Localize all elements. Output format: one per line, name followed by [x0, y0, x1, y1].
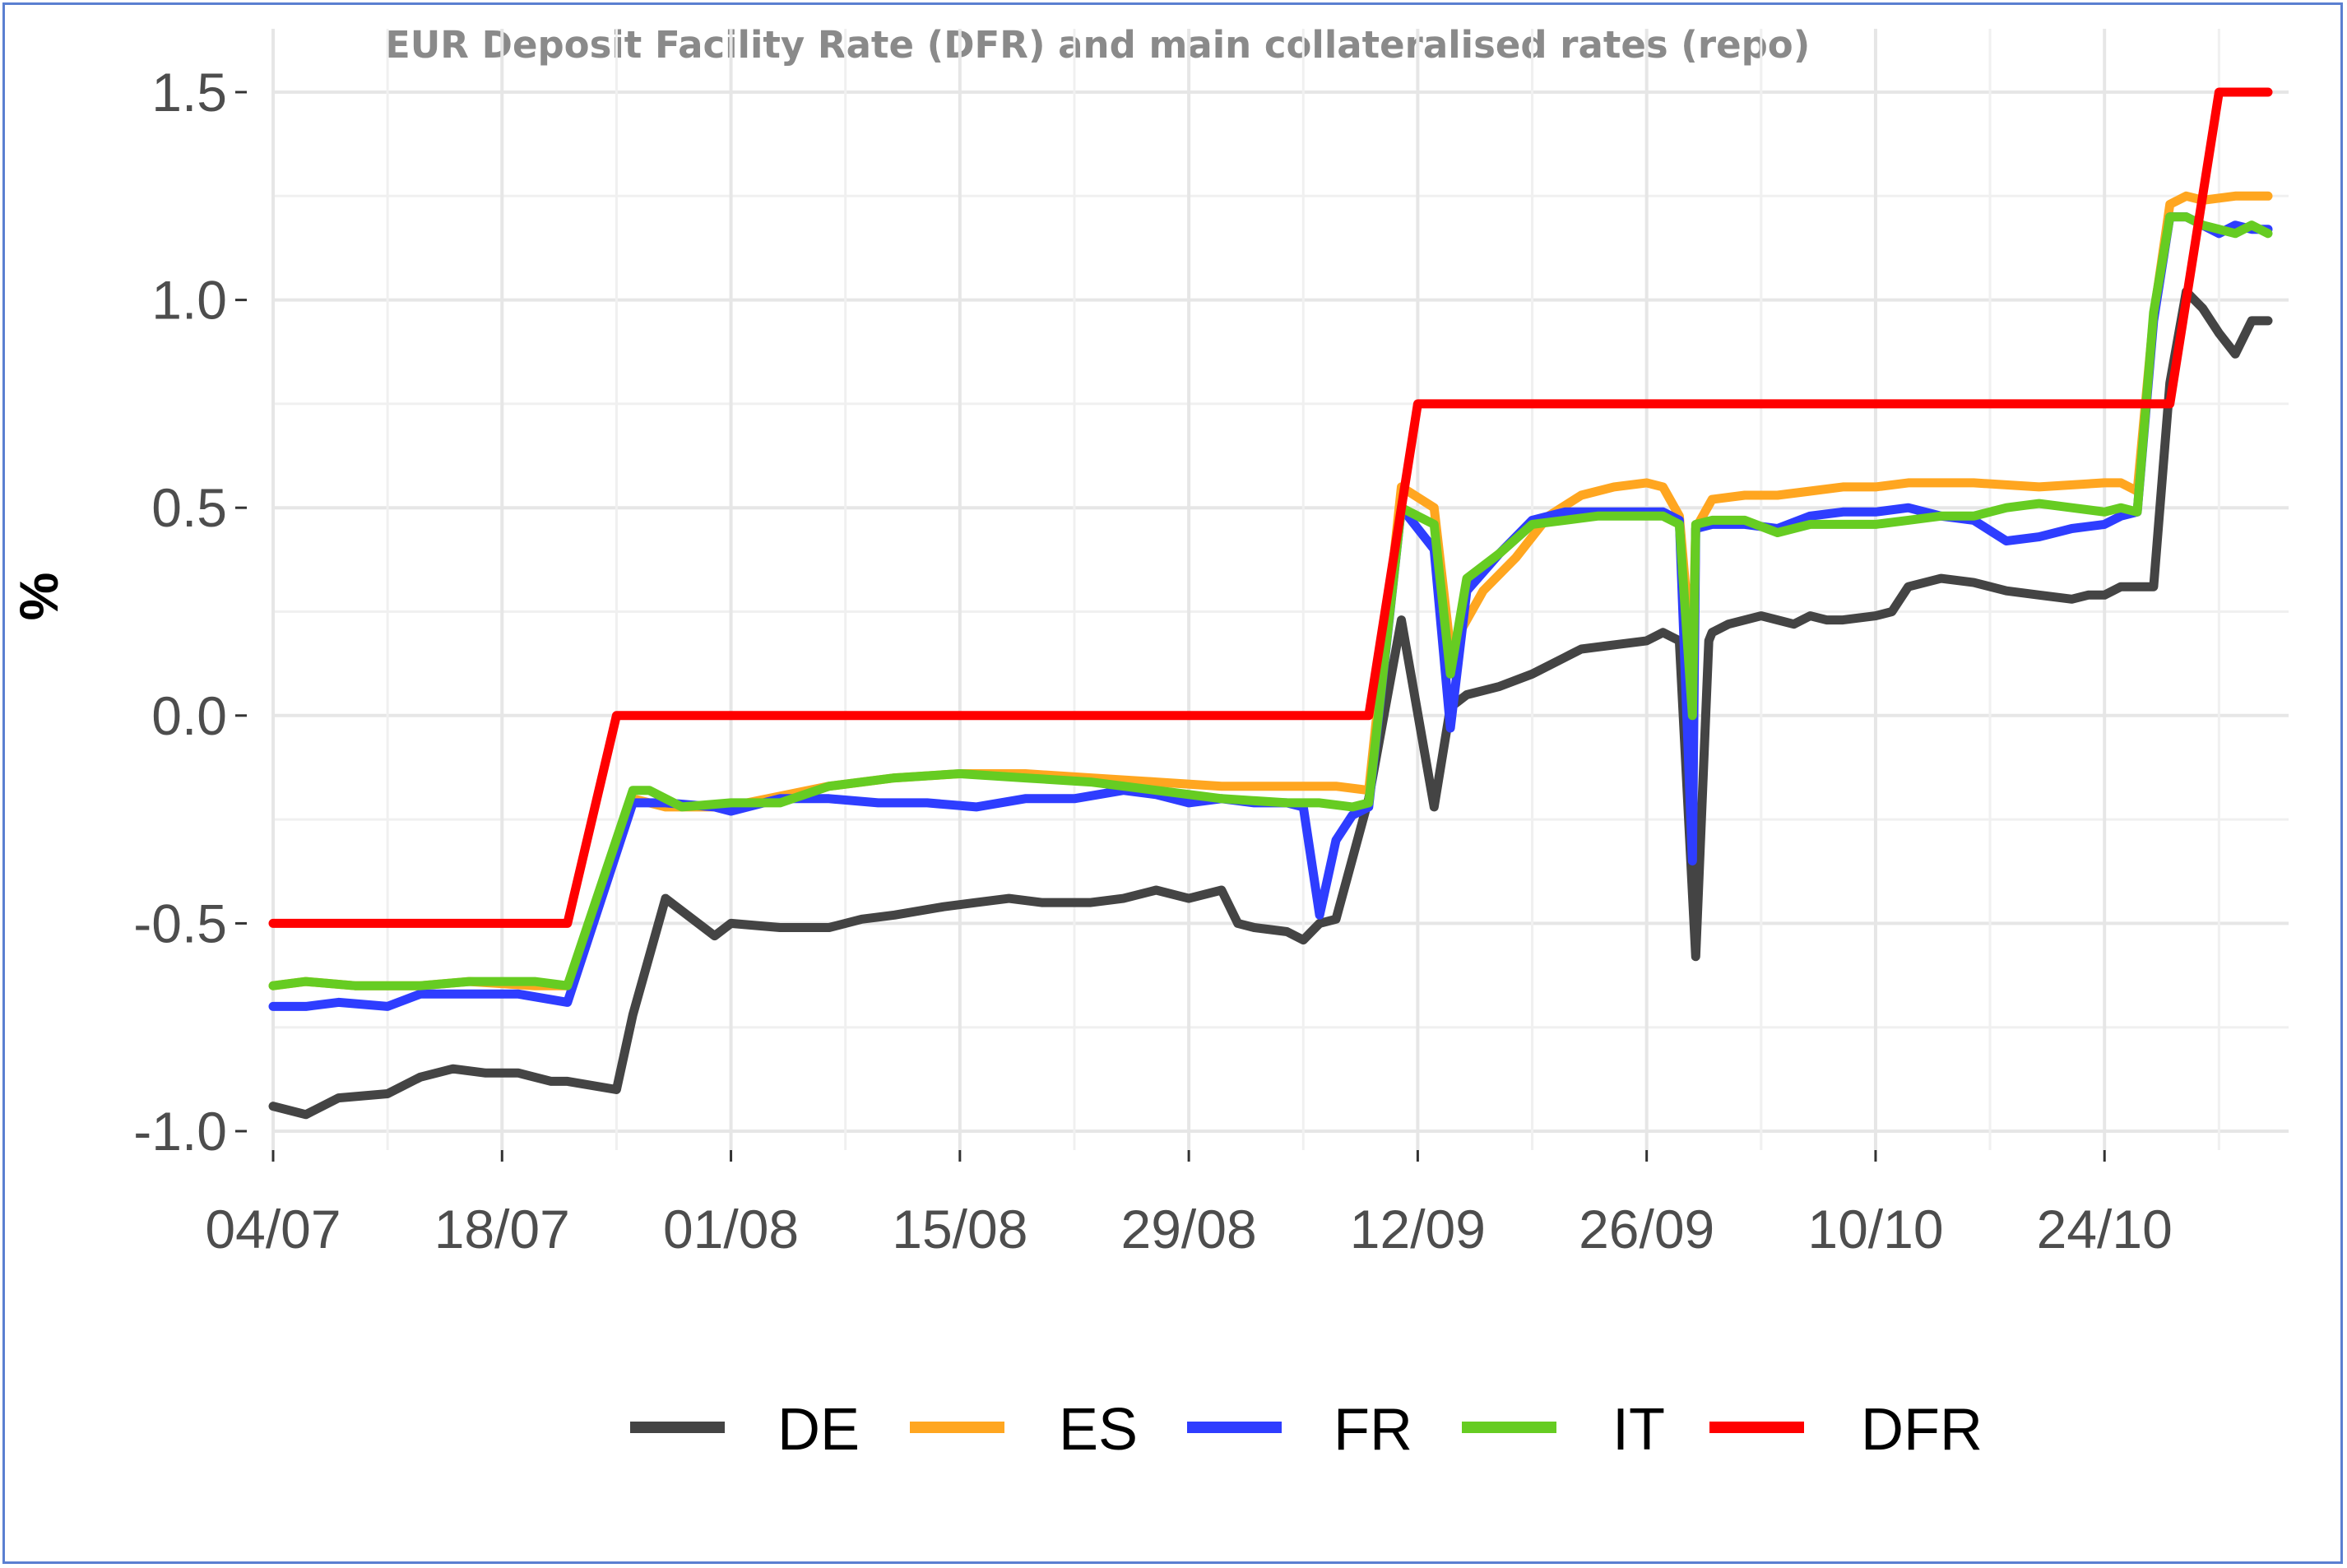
x-tick-label: 12/09 — [1350, 1199, 1486, 1260]
y-axis-label: % — [8, 573, 69, 621]
series-line-es — [268, 191, 2273, 990]
x-tick-label: 18/07 — [434, 1199, 570, 1260]
chart-title: EUR Deposit Facility Rate (DFR) and main… — [385, 23, 1811, 67]
legend-label-it: IT — [1612, 1397, 1665, 1463]
series-line-de — [268, 287, 2273, 1120]
x-axis-ticks: 04/07 18/07 01/08 15/08 29/08 12/09 26/09 10/10… — [205, 1150, 2173, 1260]
legend-label-es: ES — [1059, 1397, 1138, 1463]
x-tick-label: 10/10 — [1807, 1199, 1943, 1260]
legend-label-de: DE — [777, 1397, 860, 1463]
series-line-dfr — [268, 87, 2273, 928]
y-tick-label: 1.0 — [151, 270, 227, 331]
legend-label-dfr: DFR — [1861, 1397, 1983, 1463]
y-tick-label: 0.0 — [151, 685, 227, 746]
x-tick-label: 04/07 — [205, 1199, 341, 1260]
series-line-it — [268, 212, 2273, 990]
series-lines — [268, 87, 2273, 1120]
y-tick-label: -0.5 — [133, 893, 227, 953]
x-tick-label: 24/10 — [2037, 1199, 2173, 1260]
legend-label-fr: FR — [1334, 1397, 1412, 1463]
y-axis-ticks: -1.0 -0.5 0.0 0.5 1.0 1.5 — [133, 62, 247, 1162]
y-tick-label: -1.0 — [133, 1101, 227, 1162]
grid — [271, 29, 2289, 1150]
x-tick-label: 01/08 — [663, 1199, 799, 1260]
x-tick-label: 26/09 — [1579, 1199, 1714, 1260]
y-tick-label: 0.5 — [151, 477, 227, 538]
x-tick-label: 15/08 — [892, 1199, 1027, 1260]
legend: DE ES FR IT DFR — [630, 1397, 1983, 1463]
y-tick-label: 1.5 — [151, 62, 227, 123]
x-tick-label: 29/08 — [1121, 1199, 1257, 1260]
